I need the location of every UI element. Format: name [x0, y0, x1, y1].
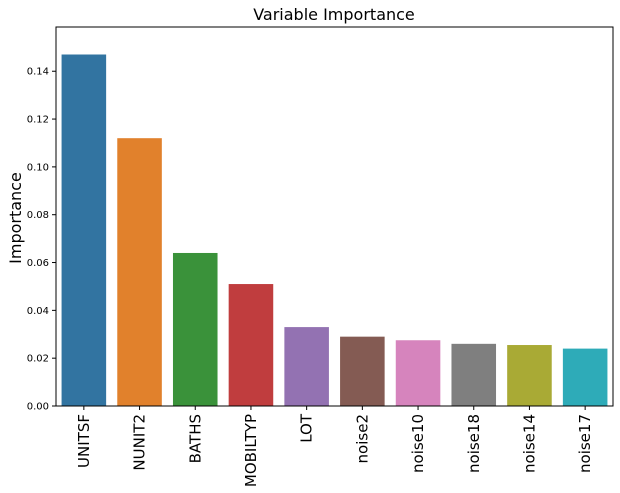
bar-noise18 — [451, 343, 497, 406]
x-tick-label: UNITSF — [75, 414, 93, 468]
x-tick-label: NUNIT2 — [131, 414, 149, 471]
y-tick-label: 0.14 — [27, 67, 49, 78]
x-tick-label: noise17 — [576, 414, 594, 473]
bar-noise2 — [340, 336, 385, 406]
bar-unitsf — [61, 54, 107, 406]
y-tick-label: 0.08 — [27, 210, 49, 221]
bar-baths — [172, 252, 218, 406]
x-tick-label: noise18 — [465, 414, 483, 473]
plot-frame — [55, 26, 614, 407]
x-tick-label: noise2 — [353, 414, 371, 463]
bar-mobiltyp — [228, 284, 274, 406]
x-tick-label: BATHS — [186, 414, 204, 463]
x-tick-label: noise10 — [409, 414, 427, 473]
y-tick-label: 0.02 — [27, 354, 49, 365]
bar-noise10 — [395, 340, 441, 406]
y-tick-label: 0.10 — [27, 162, 49, 173]
bar-noise14 — [507, 345, 552, 406]
y-tick-label: 0.06 — [27, 258, 49, 269]
y-tick-label: 0.00 — [27, 402, 49, 413]
y-tick-label: 0.12 — [27, 115, 49, 126]
bar-lot — [284, 327, 329, 406]
y-tick-label: 0.04 — [27, 306, 49, 317]
x-tick-label: noise14 — [520, 414, 538, 473]
bar-noise17 — [562, 348, 608, 406]
bar-nunit2 — [117, 138, 162, 406]
x-tick-label: MOBILTYP — [242, 414, 260, 487]
x-tick-label: LOT — [298, 413, 316, 443]
chart-title: Variable Importance — [253, 5, 415, 24]
y-axis-label: Importance — [6, 172, 25, 264]
plot-area: 0.00 0.02 0.04 0.06 0.08 0.10 0.12 0.14 UNITSF NU… — [27, 26, 614, 487]
